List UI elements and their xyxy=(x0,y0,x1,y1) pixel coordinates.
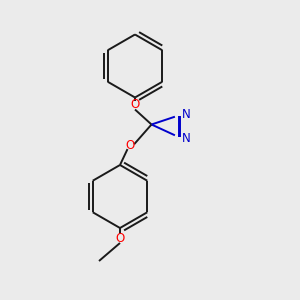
Text: N: N xyxy=(182,107,190,121)
Text: N: N xyxy=(182,131,190,145)
Text: O: O xyxy=(126,139,135,152)
Text: O: O xyxy=(116,232,124,245)
Text: O: O xyxy=(130,98,140,112)
